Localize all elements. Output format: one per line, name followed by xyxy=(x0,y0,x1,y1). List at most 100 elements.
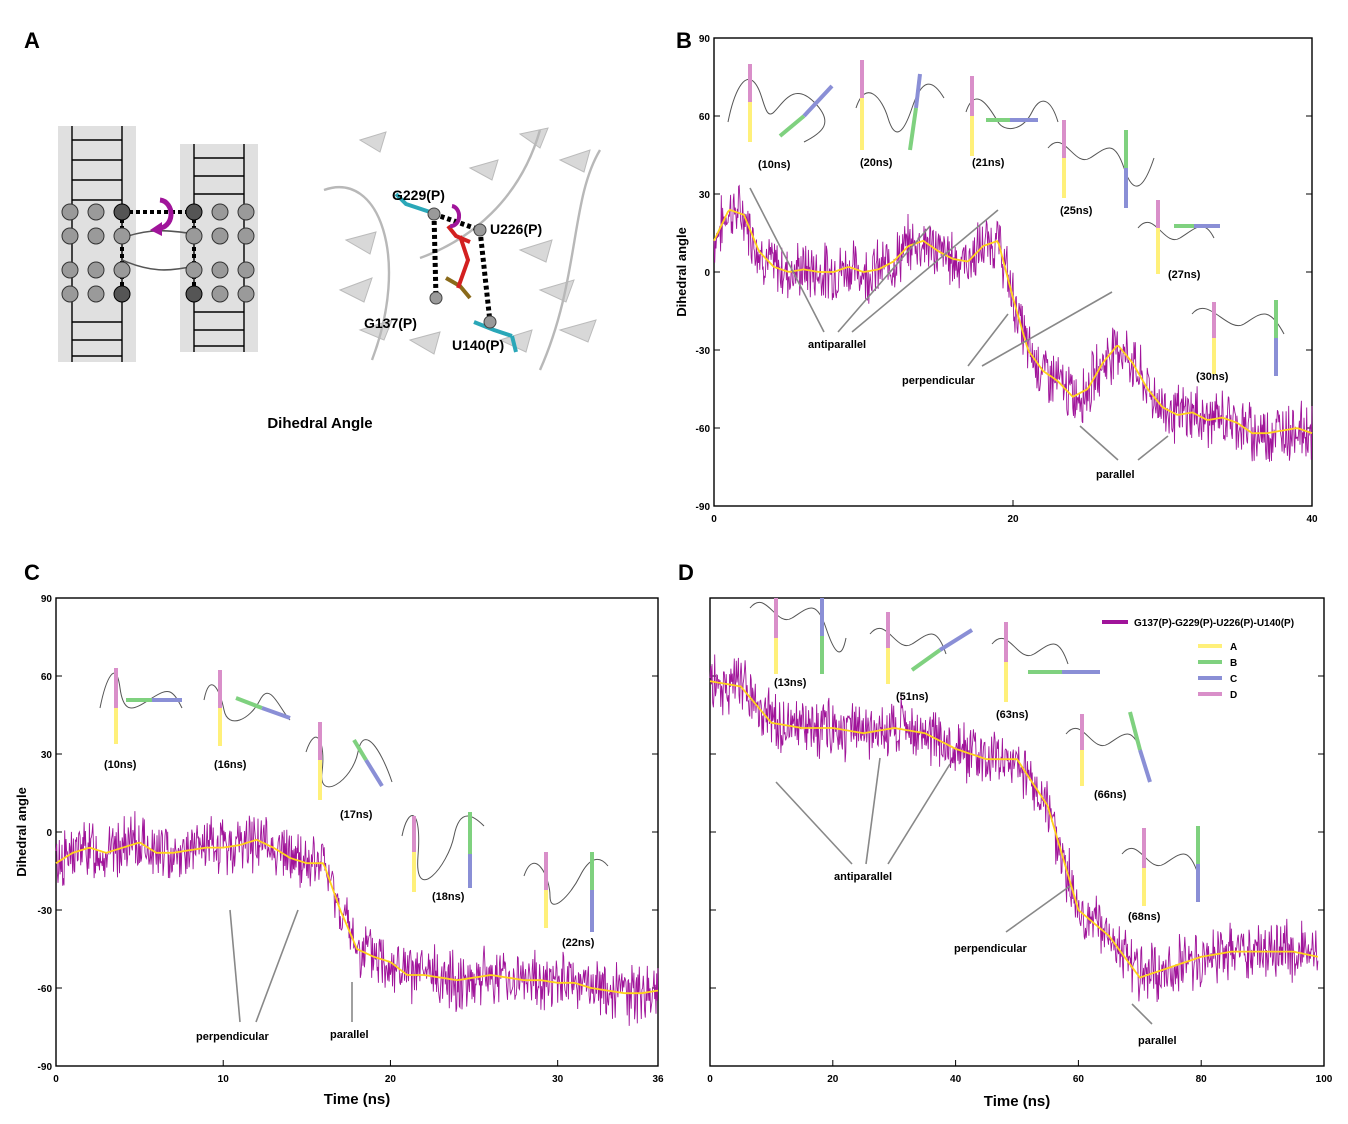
key-spheres xyxy=(113,203,203,303)
x-tick-label: 40 xyxy=(1306,514,1318,525)
y-tick-label: 30 xyxy=(699,190,711,201)
y-tick-label: -30 xyxy=(38,906,53,917)
snapshot-structure xyxy=(1121,826,1200,906)
chart-panel-b: 0 20 40 -90 -60 -30 0 30 60 90 Dihedral angle (10… xyxy=(674,34,1318,525)
annotation-perpendicular: perpendicular xyxy=(954,943,1027,955)
x-tick-label: 20 xyxy=(1007,514,1019,525)
helix-right-ladder xyxy=(193,144,245,352)
panel-a-title: Dihedral Angle xyxy=(267,415,372,432)
snapshot-structure xyxy=(1191,300,1285,376)
dihedral-smoothed-line xyxy=(55,838,659,995)
annotation-parallel: parallel xyxy=(330,1029,369,1041)
dihedral-smoothed-line xyxy=(709,680,1319,979)
panel-label-d: D xyxy=(678,560,694,585)
snapshot-structure xyxy=(99,668,183,744)
legend-label: B xyxy=(1230,658,1237,669)
helix-right-box xyxy=(180,144,258,352)
snapshot-structure xyxy=(749,598,847,674)
residue-label-g137: G137(P) xyxy=(364,315,417,331)
rotation-arrow-icon xyxy=(157,197,174,231)
snapshot-label: (16ns) xyxy=(214,759,247,771)
snapshot-structure xyxy=(1137,200,1220,274)
dihedral-raw-line xyxy=(55,811,659,1026)
y-tick-label: 0 xyxy=(704,268,710,279)
x-tick-label: 0 xyxy=(707,1074,713,1085)
dihedral-raw-line xyxy=(713,184,1313,462)
snapshot-label: (10ns) xyxy=(758,159,791,171)
phosphate-spheres xyxy=(61,203,255,303)
x-tick-label: 40 xyxy=(950,1074,962,1085)
x-tick-label: 60 xyxy=(1073,1074,1085,1085)
structure-3d-view xyxy=(320,124,604,376)
y-axis-label: Dihedral angle xyxy=(674,227,689,317)
y-axis-label: Dihedral angle xyxy=(14,787,29,877)
x-tick-label: 100 xyxy=(1316,1074,1333,1085)
snapshot-label: (68ns) xyxy=(1128,911,1161,923)
x-tick-label: 20 xyxy=(385,1074,397,1085)
snapshot-structure xyxy=(965,76,1059,156)
annotation-parallel: parallel xyxy=(1096,469,1135,481)
snapshot-label: (13ns) xyxy=(774,677,807,689)
annotation-arrows xyxy=(775,757,1153,1025)
snapshot-structure xyxy=(727,64,834,143)
snapshot-structure xyxy=(203,670,291,746)
y-tick-label: 60 xyxy=(699,112,711,123)
x-tick-label: 10 xyxy=(218,1074,230,1085)
dihedral-smoothed-line xyxy=(713,208,1313,435)
snapshot-label: (25ns) xyxy=(1060,205,1093,217)
annotation-arrows xyxy=(229,909,353,1023)
y-tick-label: 90 xyxy=(41,594,53,605)
snapshot-structure xyxy=(991,622,1100,702)
plot-frame xyxy=(55,597,659,1067)
snapshot-structure xyxy=(401,812,485,892)
snapshot-label: (22ns) xyxy=(562,937,595,949)
y-tick-label: -30 xyxy=(696,346,711,357)
annotation-arrows xyxy=(749,187,1169,461)
residue-label-g229: G229(P) xyxy=(392,187,445,203)
snapshot-label: (18ns) xyxy=(432,891,465,903)
rotation-arrowhead-icon xyxy=(150,222,162,236)
panel-label-a: A xyxy=(24,28,40,53)
annotation-antiparallel: antiparallel xyxy=(808,339,866,351)
x-axis-label: Time (ns) xyxy=(984,1093,1050,1110)
y-tick-label: 90 xyxy=(699,34,711,45)
snapshot-label: (21ns) xyxy=(972,157,1005,169)
snapshot-label: (27ns) xyxy=(1168,269,1201,281)
x-tick-label: 80 xyxy=(1196,1074,1208,1085)
chart-panel-d: 0 20 40 60 80 100 Time (ns) G137(P)-G229(P)-U… xyxy=(707,597,1333,1110)
dihedral-raw-line xyxy=(709,654,1319,1003)
y-tick-label: 60 xyxy=(41,672,53,683)
snapshot-label: (10ns) xyxy=(104,759,137,771)
legend-label: G137(P)-G229(P)-U226(P)-U140(P) xyxy=(1134,618,1294,629)
legend: G137(P)-G229(P)-U226(P)-U140(P) A B C D xyxy=(1102,618,1294,701)
residue-label-u140: U140(P) xyxy=(452,337,504,353)
annotation-perpendicular: perpendicular xyxy=(902,375,975,387)
y-tick-label: -90 xyxy=(38,1062,53,1073)
y-tick-label: 30 xyxy=(41,750,53,761)
annotation-antiparallel: antiparallel xyxy=(834,871,892,883)
x-tick-label: 30 xyxy=(552,1074,564,1085)
panel-a-diagram: G229(P) U226(P) G137(P) U140(P) Dihedral… xyxy=(58,124,604,432)
snapshot-label: (63ns) xyxy=(996,709,1029,721)
y-tick-label: 0 xyxy=(46,828,52,839)
y-tick-label: -60 xyxy=(38,984,53,995)
annotation-parallel: parallel xyxy=(1138,1035,1177,1047)
snapshot-label: (20ns) xyxy=(860,157,893,169)
snapshot-label: (66ns) xyxy=(1094,789,1127,801)
x-tick-label: 36 xyxy=(652,1074,664,1085)
snapshot-structure xyxy=(1047,120,1155,208)
x-tick-label: 20 xyxy=(827,1074,839,1085)
legend-label: A xyxy=(1230,642,1237,653)
x-tick-label: 0 xyxy=(711,514,717,525)
snapshot-structure xyxy=(523,852,609,932)
chart-panel-c: 0 10 20 30 36 -90 -60 -30 0 30 60 90 Dihedral angle… xyxy=(14,594,664,1108)
snapshot-group: (13ns) (51ns) (63ns) (66ns) (68ns) xyxy=(749,598,1200,923)
snapshot-structure xyxy=(305,722,393,800)
legend-label: D xyxy=(1230,690,1237,701)
annotation-perpendicular: perpendicular xyxy=(196,1031,269,1043)
snapshot-group: (10ns) (16ns) (17ns) (18ns) (22ns) xyxy=(99,668,609,949)
snapshot-label: (30ns) xyxy=(1196,371,1229,383)
snapshot-structure xyxy=(1065,711,1152,786)
snapshot-group: (10ns) (20ns) (21ns) (25ns) (27ns) xyxy=(727,60,1285,383)
snapshot-label: (17ns) xyxy=(340,809,373,821)
